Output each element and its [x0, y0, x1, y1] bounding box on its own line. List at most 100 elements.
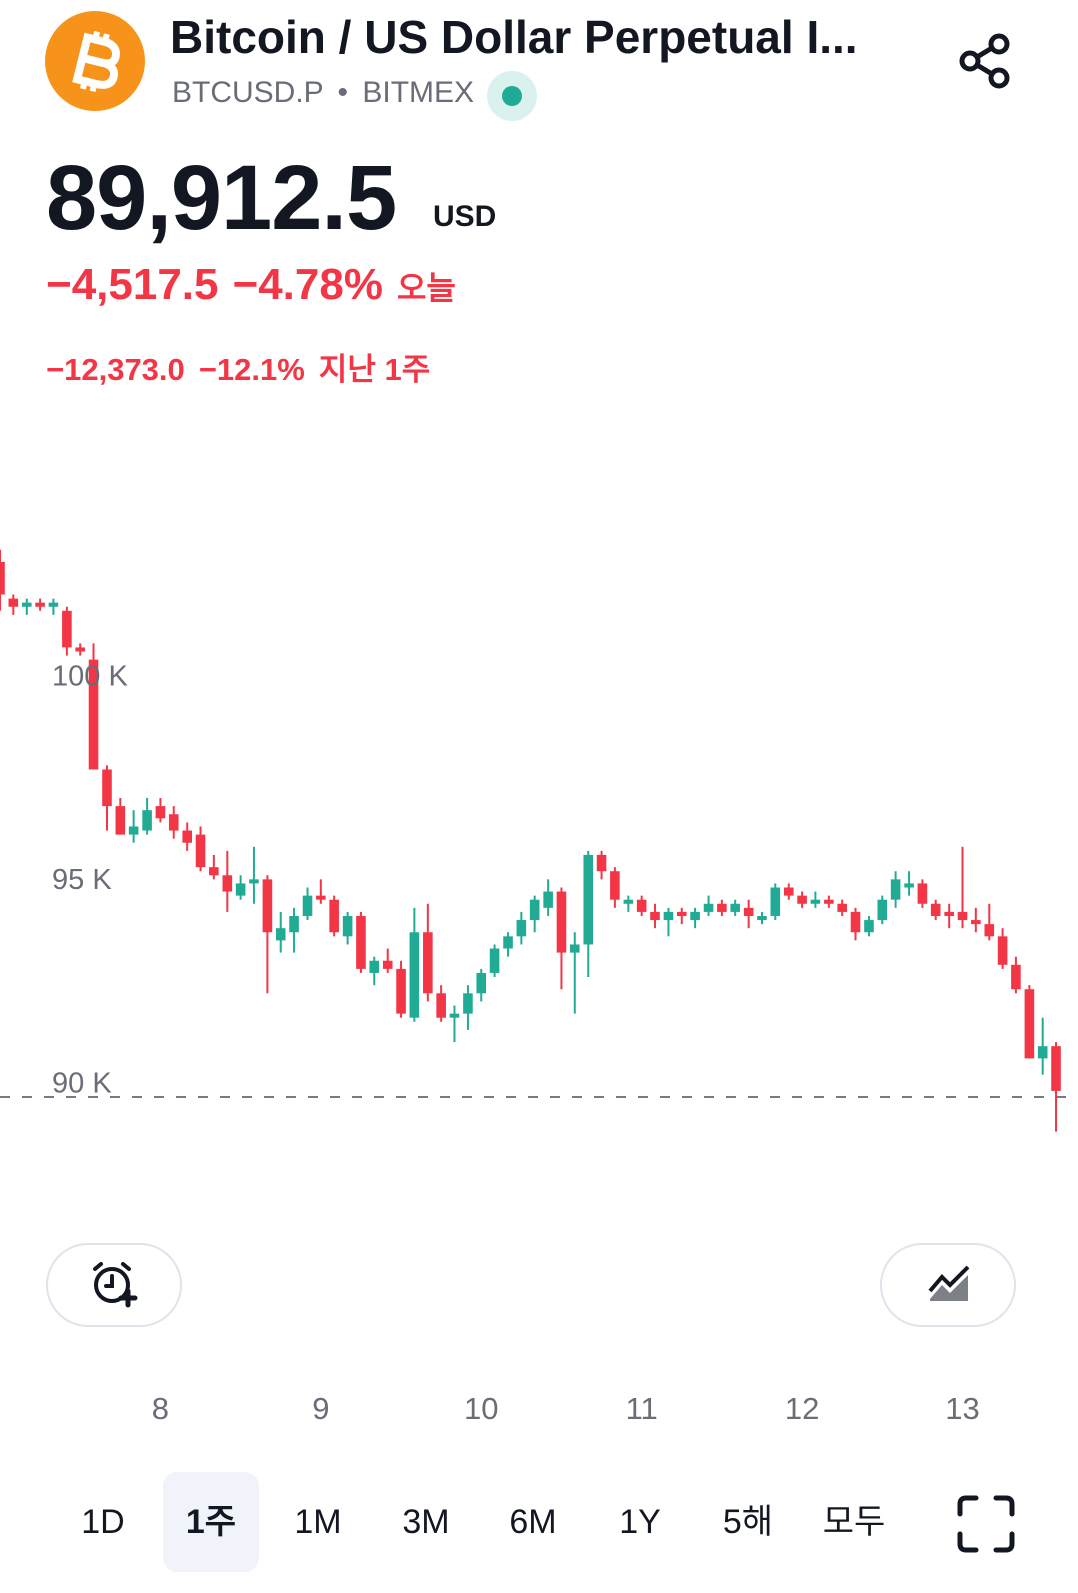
- candle-body: [21, 602, 32, 607]
- candle-body: [128, 826, 139, 835]
- candle-body: [463, 993, 473, 1014]
- candle-body: [944, 911, 954, 916]
- range-tab[interactable]: 1Y: [619, 1503, 661, 1541]
- candle-body: [1011, 964, 1021, 990]
- symbol-title: Bitcoin / US Dollar Perpetual I...: [170, 11, 858, 63]
- candle-body: [904, 883, 914, 888]
- candle-body: [636, 899, 647, 912]
- week-change-percent: −12.1%: [198, 352, 305, 387]
- alert-button[interactable]: [46, 1243, 182, 1327]
- live-indicator: [487, 71, 537, 121]
- candle-body: [249, 879, 259, 884]
- range-tabs: 1D 1주 1M 3M 6M 1Y 5해 모두: [0, 1472, 1078, 1572]
- candle-body: [275, 928, 286, 941]
- candle-body: [356, 915, 366, 969]
- last-price: 89,912.5: [46, 147, 397, 249]
- daily-change: −4,517.5 −4.78% 오늘: [46, 260, 470, 310]
- change-period: 오늘: [396, 270, 456, 306]
- candle-body: [142, 810, 152, 831]
- candle-body: [342, 915, 353, 937]
- candle-body: [1037, 1046, 1048, 1059]
- candle-body: [329, 899, 339, 933]
- range-tab[interactable]: 1주: [163, 1472, 259, 1572]
- candle-body: [449, 1013, 460, 1018]
- candle-body: [423, 932, 433, 994]
- range-tab[interactable]: 1M: [294, 1503, 342, 1541]
- candle-body: [48, 602, 59, 607]
- candle-body: [797, 895, 807, 904]
- candle-body: [663, 911, 674, 921]
- candle-body: [235, 883, 246, 896]
- candle-body: [409, 932, 420, 1018]
- separator: •: [337, 76, 349, 109]
- candle-body: [88, 659, 99, 770]
- y-tick-label: 95 K: [52, 864, 112, 896]
- weekly-change: −12,373.0 −12.1% 지난 1주: [46, 344, 444, 389]
- candle-body: [289, 915, 299, 933]
- candle-body: [730, 903, 740, 912]
- candle-body: [222, 875, 233, 892]
- candle-body: [262, 879, 273, 933]
- candle-body: [743, 907, 754, 916]
- chart-type-icon: [928, 1265, 970, 1301]
- candle-body: [8, 598, 19, 607]
- share-button[interactable]: [956, 30, 1016, 90]
- candle-body: [703, 903, 714, 912]
- candle-body: [717, 903, 727, 912]
- range-tab[interactable]: 모두: [822, 1503, 886, 1541]
- fullscreen-button[interactable]: [956, 1494, 1016, 1554]
- candle-body: [1051, 1046, 1061, 1091]
- candle-body: [757, 915, 767, 921]
- x-tick-label: 13: [945, 1391, 979, 1426]
- candle-body: [302, 895, 313, 916]
- candle-body: [516, 920, 527, 937]
- candle-body: [209, 867, 219, 876]
- candle-body: [864, 920, 874, 933]
- candle-body: [957, 911, 968, 921]
- change: −4,517.5: [46, 260, 219, 309]
- y-tick-label: 90 K: [52, 1068, 112, 1100]
- candle-body: [182, 830, 192, 843]
- candle-body: [997, 936, 1008, 965]
- candle-body: [583, 854, 594, 945]
- candle-body: [382, 960, 393, 969]
- y-tick-label: 100 K: [52, 661, 128, 693]
- candle-body: [35, 602, 45, 607]
- candle-body: [984, 924, 995, 937]
- candle-body: [623, 899, 634, 904]
- candle-body: [503, 936, 513, 949]
- candle-body: [396, 968, 406, 1014]
- candle-body: [610, 871, 620, 900]
- range-tab[interactable]: 6M: [509, 1503, 557, 1541]
- range-tab[interactable]: 1D: [81, 1503, 125, 1541]
- week-change: −12,373.0: [46, 352, 185, 387]
- candle-body: [436, 993, 446, 1018]
- ticker: BTCUSD.P: [172, 76, 324, 109]
- candle-body: [195, 834, 206, 868]
- candle-body: [770, 887, 781, 916]
- candle-body: [877, 899, 888, 921]
- candle-body: [543, 891, 553, 908]
- candle-body: [115, 806, 126, 835]
- candle-body: [890, 879, 901, 900]
- candle-body: [102, 769, 112, 807]
- candle-body: [529, 899, 540, 921]
- candle-body: [850, 911, 861, 933]
- candle-body: [676, 911, 687, 916]
- chart-type-button[interactable]: [880, 1243, 1016, 1327]
- candle-body: [369, 960, 380, 973]
- candle-body: [837, 903, 847, 912]
- candle-body: [596, 854, 607, 872]
- change-percent: −4.78%: [232, 260, 383, 309]
- x-tick-label: 12: [785, 1391, 819, 1426]
- range-tab[interactable]: 5해: [722, 1503, 774, 1541]
- x-tick-label: 10: [464, 1391, 498, 1426]
- candle-body: [62, 610, 72, 648]
- candle-body: [971, 920, 981, 925]
- alert-icon: [93, 1262, 138, 1308]
- candle-body: [476, 972, 487, 994]
- range-tab[interactable]: 3M: [402, 1503, 450, 1541]
- candle-body: [783, 887, 794, 896]
- candle-body: [489, 948, 500, 973]
